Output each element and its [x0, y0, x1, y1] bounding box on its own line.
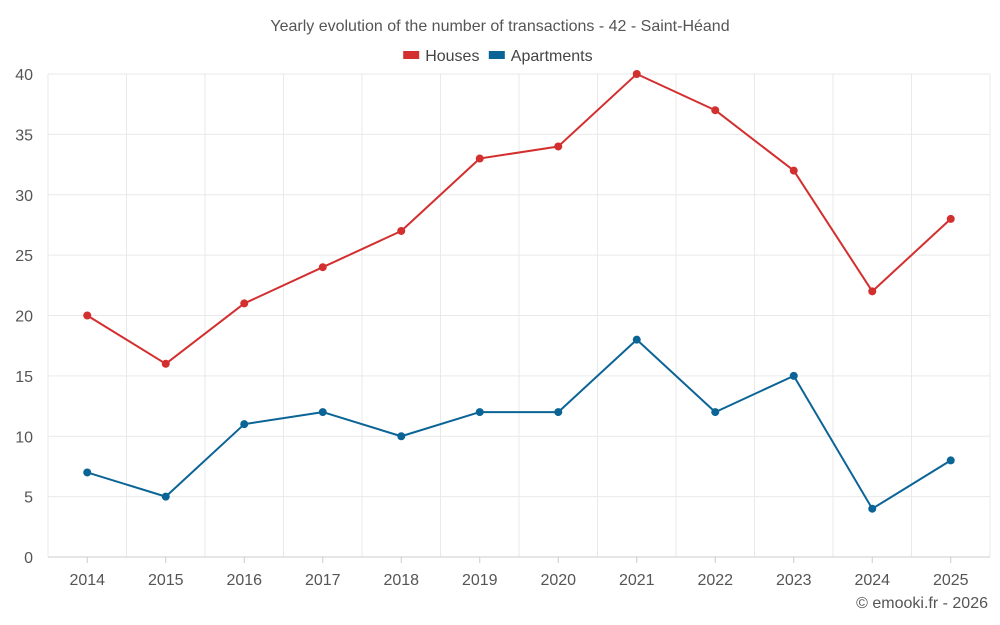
x-tick-label: 2018: [383, 572, 419, 589]
y-tick-label: 5: [24, 490, 33, 507]
series-apartments: [83, 335, 955, 513]
x-tick-label: 2019: [462, 572, 498, 589]
y-tick-label: 15: [15, 369, 33, 386]
y-tick-label: 30: [15, 188, 33, 205]
credit-text: © emooki.fr - 2026: [856, 595, 988, 612]
data-point-apartments: [83, 468, 92, 477]
data-point-apartments: [475, 408, 484, 417]
data-point-houses: [475, 154, 484, 163]
series-houses: [83, 70, 955, 368]
x-tick-label: 2015: [148, 572, 184, 589]
x-tick-label: 2014: [69, 572, 105, 589]
data-point-houses: [632, 70, 641, 78]
legend: Houses Apartments: [403, 48, 593, 65]
chart-title: Yearly evolution of the number of transa…: [270, 18, 729, 35]
series-layer: [83, 70, 955, 513]
y-tick-label: 35: [15, 127, 33, 144]
data-point-apartments: [789, 371, 798, 380]
x-tick-label: 2025: [933, 572, 969, 589]
x-tick-label: 2020: [540, 572, 576, 589]
data-point-apartments: [554, 408, 563, 417]
data-point-apartments: [946, 456, 955, 465]
x-tick-label: 2016: [226, 572, 262, 589]
data-point-apartments: [711, 408, 720, 417]
data-point-apartments: [161, 492, 170, 501]
data-point-houses: [83, 311, 92, 320]
data-point-apartments: [632, 335, 641, 344]
data-point-houses: [711, 106, 720, 115]
x-tick-label: 2024: [854, 572, 890, 589]
data-point-houses: [946, 214, 955, 223]
x-tick-label: 2022: [697, 572, 733, 589]
series-line-houses: [86, 73, 952, 365]
data-point-houses: [789, 166, 798, 175]
series-line-apartments: [86, 338, 952, 510]
y-tick-label: 25: [15, 248, 33, 265]
x-tick-label: 2017: [305, 572, 341, 589]
grid: [47, 73, 991, 557]
data-point-apartments: [397, 432, 406, 441]
data-point-houses: [161, 359, 170, 368]
y-tick-label: 10: [15, 429, 33, 446]
data-point-houses: [397, 226, 406, 235]
data-point-houses: [868, 287, 877, 296]
legend-label-apartments: Apartments: [511, 48, 593, 65]
y-tick-label: 20: [15, 309, 33, 326]
data-point-apartments: [868, 504, 877, 513]
legend-swatch-apartments: [488, 51, 505, 59]
x-tick-label: 2021: [619, 572, 655, 589]
x-tick-label: 2023: [776, 572, 812, 589]
data-point-houses: [240, 299, 249, 308]
data-point-houses: [554, 142, 563, 151]
data-point-apartments: [318, 408, 327, 417]
legend-label-houses: Houses: [425, 48, 479, 65]
legend-swatch-houses: [403, 51, 420, 59]
data-point-apartments: [240, 420, 249, 429]
y-tick-label: 0: [24, 550, 33, 567]
y-tick-label: 40: [15, 67, 33, 84]
data-point-houses: [318, 263, 327, 272]
